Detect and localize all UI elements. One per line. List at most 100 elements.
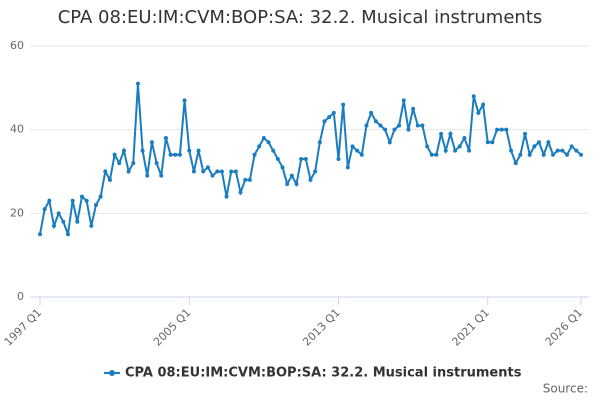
data-point <box>406 127 411 132</box>
data-point <box>294 182 299 187</box>
data-point <box>140 148 145 153</box>
data-point <box>47 198 52 203</box>
data-point <box>383 127 388 132</box>
data-point <box>420 123 425 128</box>
data-point <box>490 140 495 145</box>
data-point <box>75 219 80 224</box>
data-point <box>462 136 467 141</box>
data-point <box>364 123 369 128</box>
x-tick-label: 2021 Q1 <box>449 306 492 349</box>
y-tick-label: 40 <box>10 123 24 136</box>
data-point <box>313 169 318 174</box>
data-point <box>131 161 136 166</box>
data-point <box>308 177 313 182</box>
data-point <box>336 156 341 161</box>
data-point <box>65 232 70 237</box>
data-point <box>126 169 131 174</box>
data-point <box>401 98 406 103</box>
data-point <box>98 194 103 199</box>
data-point <box>355 148 360 153</box>
data-point <box>182 98 187 103</box>
data-point <box>159 173 164 178</box>
data-point <box>411 106 416 111</box>
data-point <box>299 156 304 161</box>
data-point <box>527 152 532 157</box>
data-point <box>434 152 439 157</box>
data-point <box>238 190 243 195</box>
data-point <box>42 207 47 212</box>
data-point <box>121 148 126 153</box>
x-tick-label: 1997 Q1 <box>2 306 45 349</box>
data-point <box>392 127 397 132</box>
data-point <box>509 148 514 153</box>
y-tick-label: 60 <box>10 39 24 52</box>
data-point <box>56 211 61 216</box>
y-tick-label: 20 <box>10 206 24 219</box>
data-point <box>481 102 486 107</box>
data-point <box>219 169 224 174</box>
x-tick-label: 2005 Q1 <box>151 306 194 349</box>
data-point <box>196 148 201 153</box>
legend-label: CPA 08:EU:IM:CVM:BOP:SA: 32.2. Musical i… <box>125 366 522 381</box>
series-line <box>39 83 582 235</box>
data-point <box>485 140 490 145</box>
data-point <box>387 140 392 145</box>
data-point <box>574 148 579 153</box>
data-point <box>187 148 192 153</box>
data-point <box>532 144 537 149</box>
data-point <box>429 152 434 157</box>
data-point <box>177 152 182 157</box>
data-point <box>499 127 504 132</box>
data-point <box>569 144 574 149</box>
data-point <box>453 148 458 153</box>
data-point <box>341 102 346 107</box>
data-point <box>163 136 168 141</box>
data-point <box>145 173 150 178</box>
data-point <box>135 81 140 86</box>
chart-title: CPA 08:EU:IM:CVM:BOP:SA: 32.2. Musical i… <box>58 7 543 28</box>
data-point <box>261 136 266 141</box>
data-point <box>112 152 117 157</box>
data-point <box>546 140 551 145</box>
data-point <box>84 198 89 203</box>
data-point <box>285 182 290 187</box>
data-point <box>551 152 556 157</box>
data-point <box>322 119 327 124</box>
data-point <box>38 232 42 237</box>
x-tick-label: 2026 Q1 <box>543 306 586 349</box>
data-point <box>397 123 402 128</box>
data-point <box>201 169 206 174</box>
data-point <box>243 177 248 182</box>
data-point <box>317 140 322 145</box>
data-point <box>448 131 453 136</box>
y-tick-label: 0 <box>17 290 24 303</box>
data-point <box>373 119 378 124</box>
data-point <box>513 161 518 166</box>
data-point <box>518 152 523 157</box>
data-point <box>70 198 75 203</box>
data-point <box>303 156 308 161</box>
data-point <box>93 202 98 207</box>
data-point <box>378 123 383 128</box>
data-point <box>425 144 430 149</box>
data-point <box>443 148 448 153</box>
data-point <box>565 152 570 157</box>
data-point <box>359 152 364 157</box>
data-point <box>579 152 583 157</box>
data-point <box>233 169 238 174</box>
source: Source: <box>543 382 588 396</box>
data-point <box>154 161 159 166</box>
data-point <box>205 165 210 170</box>
data-point <box>289 173 294 178</box>
data-point <box>541 152 546 157</box>
data-point <box>257 144 262 149</box>
data-point <box>345 165 350 170</box>
data-point <box>266 140 271 145</box>
data-point <box>495 127 500 132</box>
data-point <box>457 144 462 149</box>
data-point <box>415 123 420 128</box>
data-point <box>79 194 84 199</box>
data-point <box>89 223 94 228</box>
data-point <box>215 169 220 174</box>
data-point <box>103 169 108 174</box>
